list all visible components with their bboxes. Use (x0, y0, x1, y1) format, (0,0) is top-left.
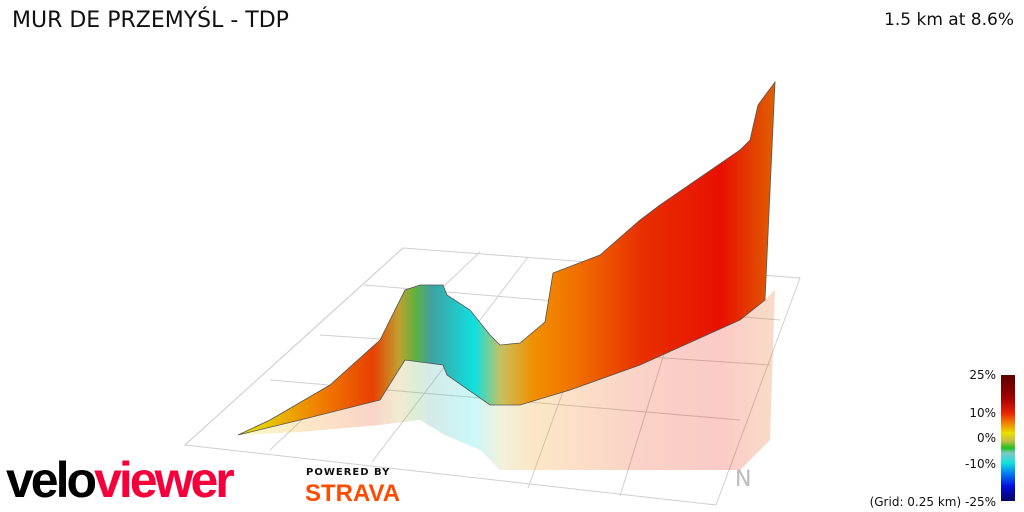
legend-tick: 0% (976, 431, 996, 445)
legend-tick: -10% (964, 457, 996, 471)
climb-summary: 1.5 km at 8.6% (884, 10, 1014, 30)
grid-note: (Grid: 0.25 km) (869, 495, 962, 509)
logo-velo: velo (6, 452, 97, 508)
page-title: MUR DE PRZEMYŚL - TDP (12, 8, 289, 33)
powered-by-label: POWERED BY (306, 467, 391, 478)
logo-viewer: viewer (94, 452, 235, 508)
strava-logo: STRAVA (305, 480, 401, 507)
veloviewer-logo: veloviewer (6, 452, 235, 508)
gradient-color-bar (1001, 375, 1015, 501)
profile-wall (237, 80, 776, 436)
legend-tick: -25% (964, 495, 996, 509)
legend-tick: 25% (969, 368, 996, 382)
legend-grid-note: (Grid: 0.25 km) -25% (870, 495, 996, 509)
north-arrow-icon: N (735, 467, 751, 492)
legend-tick: 10% (969, 406, 996, 420)
profile-reflection (238, 290, 775, 470)
